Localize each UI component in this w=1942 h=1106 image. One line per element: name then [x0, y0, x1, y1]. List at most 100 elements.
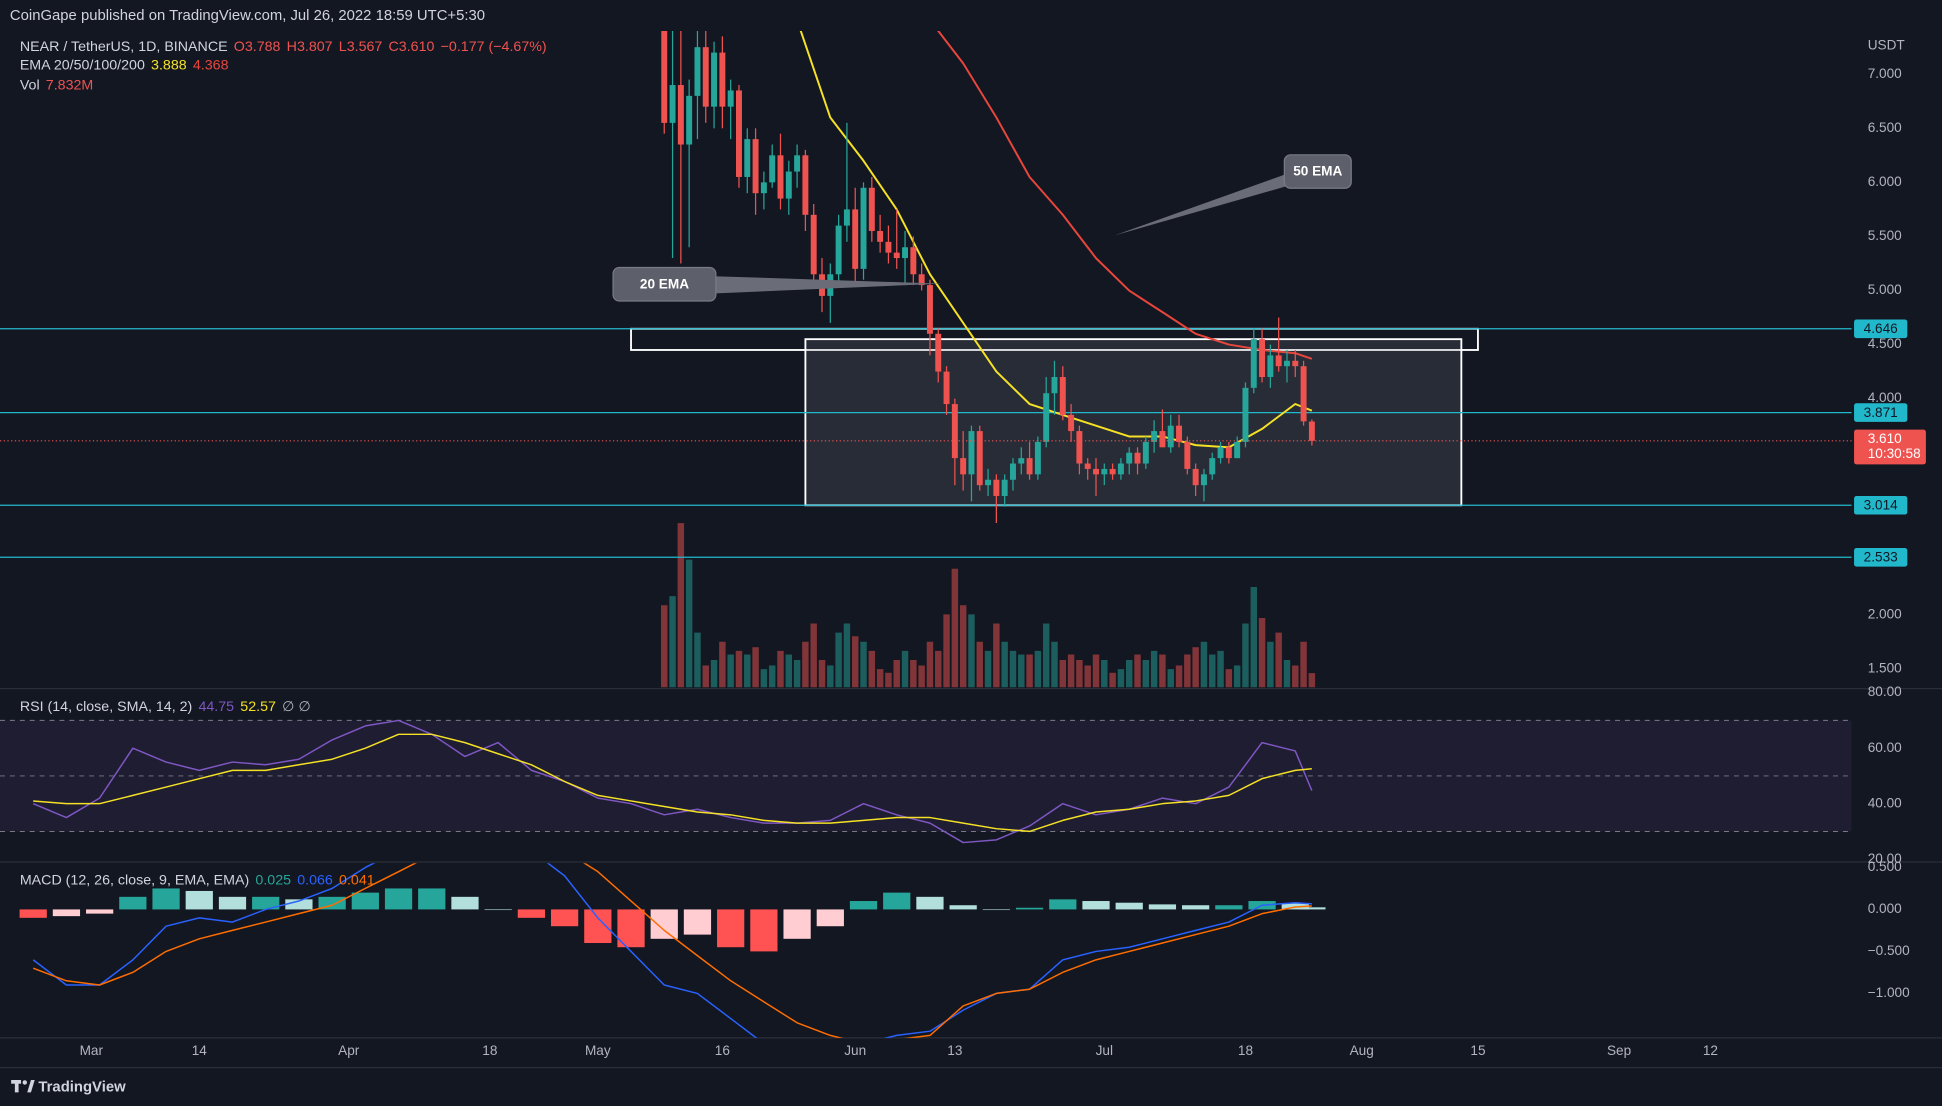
level-label: 3.014 [1864, 497, 1898, 512]
y-tick-label: 5.500 [1868, 228, 1902, 243]
level-tag [1854, 319, 1908, 339]
macd-histogram-bar [1015, 907, 1044, 910]
candle-body [769, 155, 776, 183]
x-tick-label: 12 [1703, 1043, 1718, 1058]
volume-bar [910, 660, 917, 688]
x-tick-label: 18 [1238, 1043, 1253, 1058]
legend-item: −0.177 (−4.67%) [441, 39, 547, 55]
x-tick-label: Jul [1096, 1043, 1113, 1058]
x-tick-label: May [585, 1043, 611, 1058]
candle-body [1250, 339, 1257, 388]
candle-body [1209, 458, 1216, 475]
volume-bar [843, 623, 851, 688]
macd-histogram-bar [683, 909, 712, 935]
legend-item: O3.788 [234, 39, 281, 55]
macd-histogram-bar [849, 901, 878, 910]
volume-bar [669, 596, 676, 688]
candle-body [877, 231, 884, 242]
candle-body [669, 85, 676, 123]
candle-body [677, 85, 684, 145]
candle-body [1026, 458, 1033, 475]
legend-item: 3.888 [151, 57, 187, 73]
zone [804, 338, 1463, 507]
candle-body [1117, 463, 1124, 475]
candle-body [694, 47, 701, 96]
rsi-line [33, 733, 1312, 833]
macd-line [32, 863, 1312, 1038]
volume-bar [1300, 641, 1307, 688]
macd-histogram-bar [750, 909, 778, 952]
candle-body [1176, 425, 1183, 442]
volume-bar [1159, 654, 1166, 688]
volume-bar [1209, 654, 1216, 688]
volume-bar [827, 665, 834, 688]
legend-item: 44.75 [198, 699, 234, 715]
volume-bar [1018, 654, 1025, 688]
footer-brand: TradingView [38, 1079, 126, 1095]
volume-bar [926, 641, 934, 688]
candle-body [918, 274, 925, 286]
y-tick-label: 0.000 [1868, 901, 1902, 916]
volume-bar [885, 672, 892, 688]
legend-item: 0.066 [297, 872, 333, 888]
x-tick-label: Jun [844, 1043, 866, 1058]
level-tag [1854, 547, 1908, 567]
volume-bar [1117, 669, 1125, 688]
volume-bar [744, 654, 751, 688]
legend-item: MACD (12, 26, close, 9, EMA, EMA) [20, 872, 249, 888]
macd-histogram-bar [916, 896, 944, 910]
candle-body [1242, 387, 1249, 442]
macd-pane [19, 863, 1326, 1038]
volume-bar [1242, 623, 1249, 688]
callout-pointer [713, 276, 942, 294]
volume-bar [777, 650, 784, 688]
candle-body [1225, 447, 1232, 459]
legend-row: RSI (14, close, SMA, 14, 2) 44.75 52.57 ∅ ∅ [20, 699, 311, 715]
macd-histogram-bar [584, 909, 612, 944]
x-tick-label: 18 [482, 1043, 497, 1058]
volume-bar [1109, 672, 1116, 688]
volume-bar [1184, 654, 1191, 688]
candle-body [968, 431, 975, 475]
candle-body [835, 225, 842, 275]
candle-body [852, 209, 859, 269]
volume-bar [1001, 641, 1008, 688]
candle-body [910, 247, 917, 275]
candle-body [1051, 377, 1058, 394]
last-price-label: 3.610 [1868, 431, 1902, 446]
legend-row: Vol 7.832M [20, 77, 93, 93]
legend-item: RSI (14, close, SMA, 14, 2) [20, 699, 192, 715]
candle-body [1292, 360, 1299, 367]
candle-body [1267, 355, 1274, 378]
candle-body [1084, 463, 1091, 469]
candle-body [1001, 479, 1008, 496]
countdown-label: 10:30:58 [1868, 446, 1921, 461]
candle-body [711, 52, 718, 107]
volume-bar [968, 614, 975, 688]
volume-bar [860, 641, 867, 688]
level-tag [1854, 495, 1908, 515]
candle-body [785, 171, 792, 199]
candle-body [1159, 431, 1166, 448]
level-label: 2.533 [1864, 549, 1898, 564]
volume-bar [1125, 660, 1133, 688]
legend-item: 0.041 [339, 872, 375, 888]
macd-line [32, 863, 1312, 1038]
candle-body [702, 47, 709, 107]
candle-body [935, 333, 942, 372]
volume-bar [1200, 641, 1208, 688]
macd-histogram-bar [351, 892, 379, 910]
volume-bar [1250, 586, 1257, 688]
legend-row: MACD (12, 26, close, 9, EMA, EMA) 0.025 0.… [20, 872, 375, 888]
x-tick-label: Apr [338, 1043, 360, 1058]
volume-bar [959, 605, 967, 688]
volume-bar [710, 660, 718, 688]
volume-bar [685, 559, 693, 688]
candle-body [1126, 452, 1133, 464]
volume-bar [1258, 618, 1266, 688]
macd-histogram-bar [152, 888, 180, 910]
macd-histogram-bar [1049, 899, 1077, 910]
publisher: CoinGape published on TradingView.com, J… [10, 8, 485, 24]
candle-body [1192, 468, 1199, 486]
volume-bar [1092, 654, 1100, 688]
